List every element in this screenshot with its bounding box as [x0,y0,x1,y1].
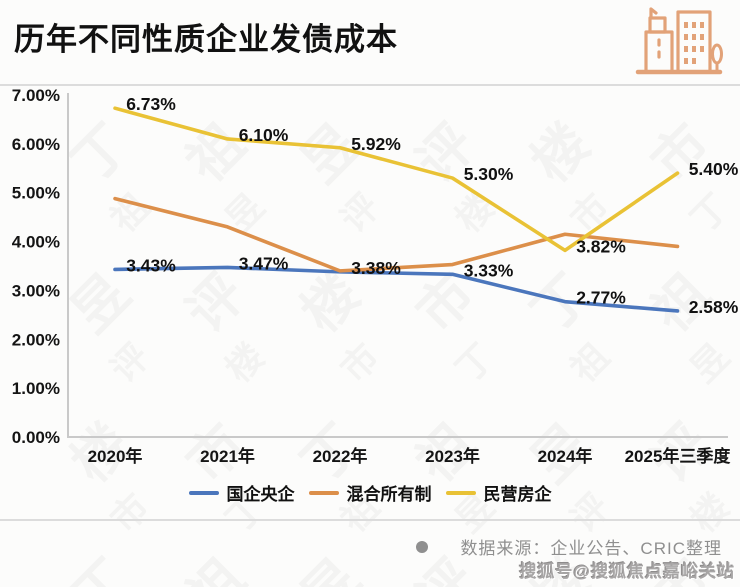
y-axis-label: 3.00% [12,281,60,300]
x-axis-label: 2022年 [313,446,368,466]
y-axis-label: 5.00% [12,184,60,203]
legend-label: 混合所有制 [346,485,432,504]
header: 历年不同性质企业发债成本 [0,0,740,86]
page-title: 历年不同性质企业发债成本 [14,22,398,57]
data-label: 3.43% [126,255,176,275]
y-axis-label: 6.00% [12,135,60,154]
source-bullet-icon [416,540,429,553]
data-label: 5.40% [689,159,739,179]
data-label: 6.73% [126,94,176,114]
y-axis-label: 0.00% [12,428,60,447]
legend-swatch [308,490,339,495]
legend-item-国企央企: 国企央企 [188,480,295,505]
legend-label: 国企央企 [226,485,295,504]
legend-item-混合所有制: 混合所有制 [308,480,432,505]
y-axis-label: 7.00% [12,86,60,105]
legend-label: 民营房企 [483,485,552,504]
data-label: 3.38% [351,258,401,278]
source-text: 数据来源：企业公告、CRIC整理 [460,539,722,558]
source-row: 数据来源：企业公告、CRIC整理 [416,534,722,559]
buildings-icon [635,7,723,75]
section-divider [0,519,740,521]
watermark-char: 丁 [50,537,144,587]
y-axis-label: 1.00% [12,379,60,398]
data-label: 2.77% [576,288,626,308]
legend-swatch [188,490,219,495]
y-axis-label: 2.00% [12,330,60,349]
x-axis-label: 2024年 [538,446,593,466]
watermark-char: 祖 [165,537,259,587]
data-label: 5.92% [351,134,401,154]
x-axis-label: 2021年 [200,446,255,466]
legend-item-民营房企: 民营房企 [445,480,552,505]
x-axis-label: 2023年 [425,446,480,466]
series-line-国企央企 [113,265,680,313]
legend-swatch [445,490,476,495]
series-line-民营房企 [113,106,680,253]
y-axis-label: 4.00% [12,233,60,252]
data-label: 6.10% [239,125,289,145]
x-axis-label: 2020年 [88,446,143,466]
data-label: 3.33% [464,260,514,280]
x-axis-label: 2025年三季度 [625,446,732,466]
watermark-char: 昱 [280,537,374,587]
legend: 国企央企 混合所有制 民营房企 [0,480,740,505]
data-label: 3.82% [576,236,626,256]
line-chart: 7.00% 6.00% 5.00% 4.00% 3.00% 2.00% 1.00% 0.00%… [12,86,739,466]
axis-lines [67,93,728,438]
data-label: 3.47% [239,253,289,273]
data-label: 5.30% [464,164,514,184]
data-label: 2.58% [689,297,739,317]
sohu-watermark: 搜狐号@搜狐焦点嘉峪关站 [519,562,735,581]
